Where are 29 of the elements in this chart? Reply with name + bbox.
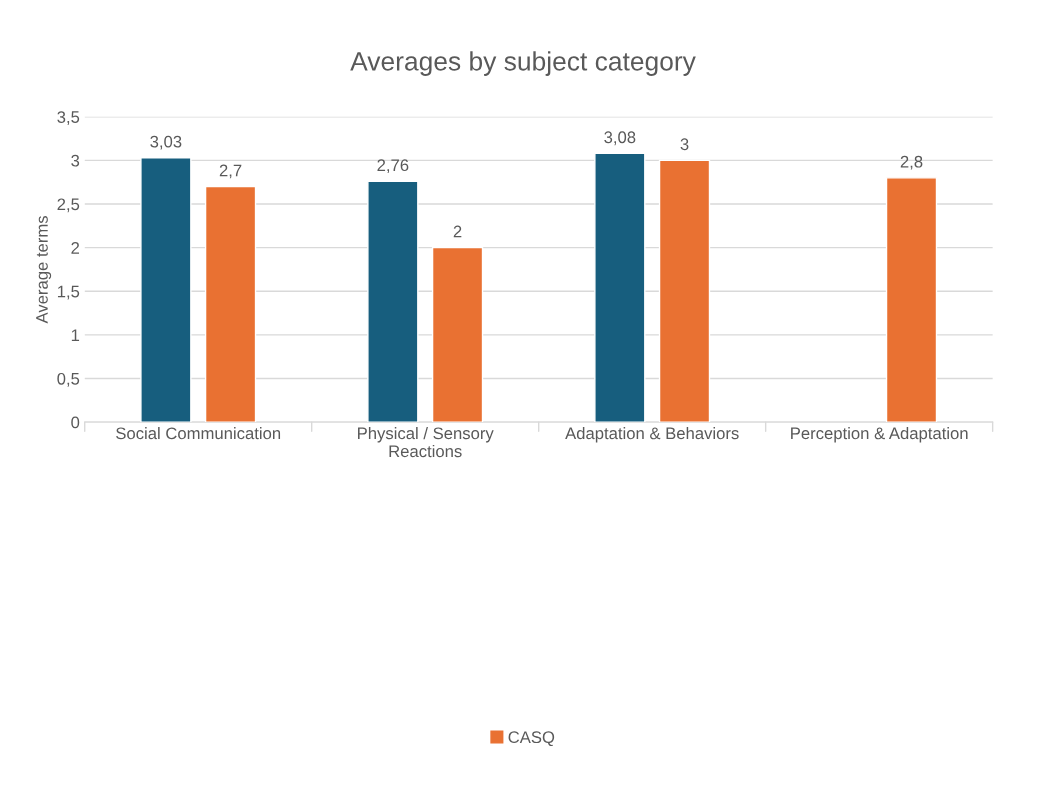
y-tick-label: 0 (71, 416, 80, 429)
y-tick-label: 1,5 (57, 285, 80, 300)
bar (658, 159, 711, 423)
data-label: 2,7 (219, 164, 242, 179)
bar (204, 185, 257, 423)
bar (885, 177, 938, 423)
bar (367, 180, 419, 423)
data-label: 3,08 (604, 131, 636, 146)
bar (431, 246, 484, 423)
x-tick-label: Physical / Sensory Reactions (358, 426, 494, 458)
legend-label: CASQ (508, 731, 555, 747)
x-tick-label: Social Communication (116, 426, 281, 440)
y-tick-label: 2 (71, 242, 80, 254)
y-tick-label: 1 (71, 329, 80, 341)
data-label: 2 (453, 225, 462, 238)
y-tick-label: 3 (71, 154, 80, 167)
x-tick-label: Adaptation & Behaviors (565, 426, 739, 443)
y-tick-label: 2,5 (57, 198, 80, 213)
bar (594, 152, 646, 423)
data-label: 2,8 (900, 155, 923, 170)
y-axis-title: Average terms (36, 216, 52, 324)
data-label: 2,76 (377, 159, 409, 174)
data-label: 3 (680, 138, 689, 151)
bar (140, 157, 192, 423)
y-tick-label: 0,5 (57, 372, 80, 387)
data-label: 3,03 (150, 135, 182, 150)
y-tick-label: 3,5 (57, 111, 80, 125)
x-tick-label: Perception & Adaptation (791, 426, 968, 443)
chart-title: Averages by subject category (350, 51, 696, 76)
